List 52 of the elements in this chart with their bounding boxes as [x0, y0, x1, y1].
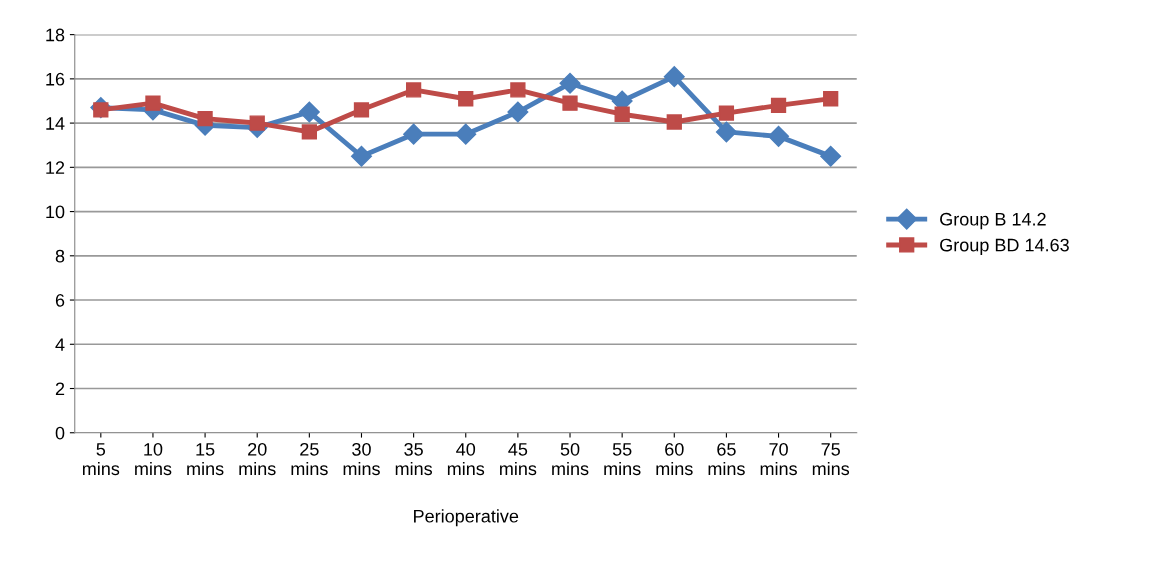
y-tick-label: 8 — [55, 249, 65, 263]
x-tick-label: 75 mins — [812, 443, 850, 476]
point — [197, 111, 213, 127]
x-tick-label: 40 mins — [447, 442, 485, 476]
point — [458, 91, 474, 107]
y-tick-label: 18 — [46, 28, 65, 42]
point — [823, 91, 839, 107]
point — [507, 101, 529, 123]
point — [405, 82, 422, 98]
y-tick-label: 4 — [55, 338, 65, 351]
point — [562, 95, 578, 111]
y-tick-label: 0 — [55, 426, 65, 440]
x-tick-label: 15 mins — [187, 443, 224, 476]
point — [145, 95, 161, 111]
point — [614, 106, 630, 122]
point — [768, 125, 790, 147]
point — [715, 121, 737, 143]
x-tick-label: 60 mins — [656, 442, 693, 476]
point — [353, 102, 370, 118]
point — [350, 145, 372, 167]
point — [455, 123, 477, 145]
point — [718, 105, 735, 121]
point — [820, 145, 842, 167]
y-tick-label: 16 — [46, 72, 65, 86]
x-axis-title: Perioperative — [414, 509, 519, 527]
y-tick-label: 14 — [46, 117, 65, 130]
x-tick-label: 70 mins — [760, 442, 797, 476]
y-tick-label: 6 — [55, 293, 65, 307]
legend-label: Group BD 14.63 — [940, 238, 1069, 256]
x-tick-label: 30 mins — [343, 442, 380, 476]
point — [770, 97, 787, 114]
point — [249, 115, 265, 131]
x-tick-label: 10 mins — [135, 442, 172, 476]
x-tick-label: 5 mins — [82, 443, 120, 476]
point — [663, 66, 685, 88]
x-tick-label: 55 mins — [604, 443, 641, 476]
x-tick-label: 25 mins — [291, 442, 328, 476]
point — [403, 123, 425, 145]
point — [301, 124, 317, 140]
x-tick-label: 20 mins — [239, 442, 276, 476]
point — [666, 114, 682, 130]
point — [510, 82, 526, 98]
y-tick-label: 2 — [55, 382, 65, 396]
point — [298, 101, 320, 123]
x-tick-label: 65 mins — [708, 442, 745, 476]
y-tick-label: 10 — [46, 205, 65, 219]
y-tick-label: 12 — [46, 161, 65, 174]
x-tick-label: 35 mins — [395, 442, 433, 476]
x-tick-label: 45 mins — [500, 443, 537, 476]
x-tick-label: 50 mins — [552, 442, 589, 476]
point — [559, 72, 581, 94]
legend-label: Group B 14.2 — [940, 212, 1046, 230]
